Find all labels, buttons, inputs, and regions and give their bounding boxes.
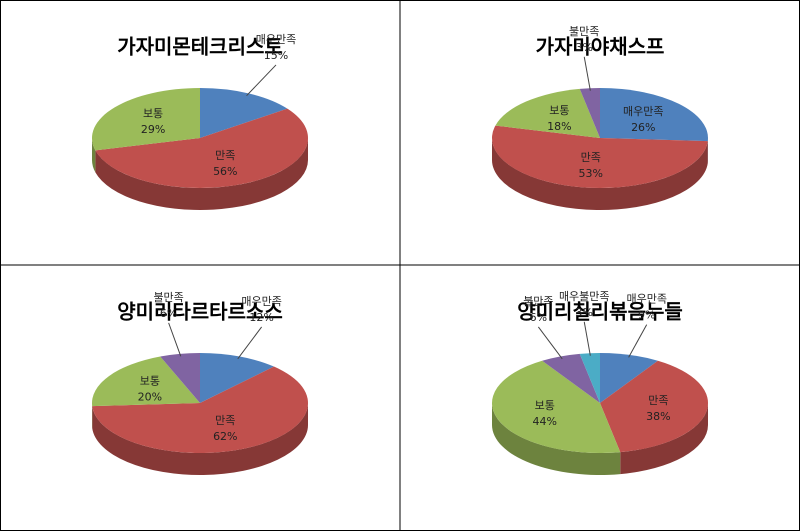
leader-line [168, 322, 182, 357]
category-label: 만족 [215, 414, 235, 427]
pie-slice [495, 88, 600, 138]
value-label: 26% [631, 121, 655, 134]
value-label: 29% [141, 123, 165, 136]
pie-slice [92, 88, 200, 151]
chart-title: 가자미몬테크리스토 [117, 35, 283, 59]
category-label: 불만족 [153, 291, 183, 304]
pie-side [95, 138, 308, 211]
pie-slice [200, 353, 274, 403]
value-label: 38% [646, 410, 670, 423]
value-label: 6% [530, 311, 547, 324]
category-label: 만족 [648, 394, 668, 407]
pie-slice [160, 353, 200, 403]
leader-line [628, 324, 648, 358]
category-label: 보통 [549, 104, 569, 117]
pie-slice [600, 360, 708, 453]
category-label: 매우만족 [623, 105, 663, 118]
leader-line [237, 326, 263, 360]
pie-slice [491, 360, 621, 453]
value-label: 44% [533, 415, 557, 428]
leader-line [537, 326, 563, 360]
value-label: 53% [578, 167, 602, 180]
category-label: 보통 [143, 107, 163, 120]
value-label: 6% [160, 307, 177, 320]
leader-line [583, 56, 591, 91]
pie-side [92, 138, 96, 173]
chart-title: 양미리칠리볶음누들 [517, 300, 683, 324]
category-label: 불만족 [523, 295, 553, 308]
pie-slice [95, 108, 308, 188]
category-label: 보통 [140, 374, 160, 387]
category-label: 매우만족 [626, 293, 666, 306]
pie-slice [492, 125, 708, 188]
pie-slice [579, 88, 600, 138]
leader-line [583, 321, 591, 356]
pie-side [92, 403, 309, 476]
chart-title: 가자미야채스프 [536, 35, 665, 59]
value-label: 3% [576, 306, 593, 319]
value-label: 3% [576, 41, 593, 54]
value-label: 62% [213, 430, 237, 443]
category-label: 만족 [215, 149, 235, 162]
pie-side [492, 403, 621, 475]
pie-slice [600, 353, 658, 403]
category-label: 불만족 [569, 25, 599, 38]
leader-line [246, 64, 277, 97]
category-label: 매우불만족 [559, 290, 610, 303]
category-label: 보통 [535, 399, 555, 412]
value-label: 9% [638, 309, 655, 322]
pie-slice [542, 353, 600, 403]
category-label: 만족 [581, 151, 601, 164]
value-label: 12% [249, 311, 273, 324]
pie-slice [600, 88, 708, 142]
pie-side [492, 138, 708, 210]
pie-slice [579, 352, 600, 403]
pie-slice [92, 366, 309, 453]
pie-slice [92, 356, 200, 407]
value-label: 20% [138, 390, 162, 403]
category-label: 매우만족 [256, 33, 296, 46]
value-label: 56% [213, 165, 237, 178]
category-label: 매우만족 [241, 295, 281, 308]
value-label: 15% [264, 49, 288, 62]
value-label: 18% [547, 120, 571, 133]
chart-title: 양미리타르타르소스 [117, 300, 283, 324]
pie-slice [200, 88, 288, 138]
pie-side [620, 403, 708, 475]
